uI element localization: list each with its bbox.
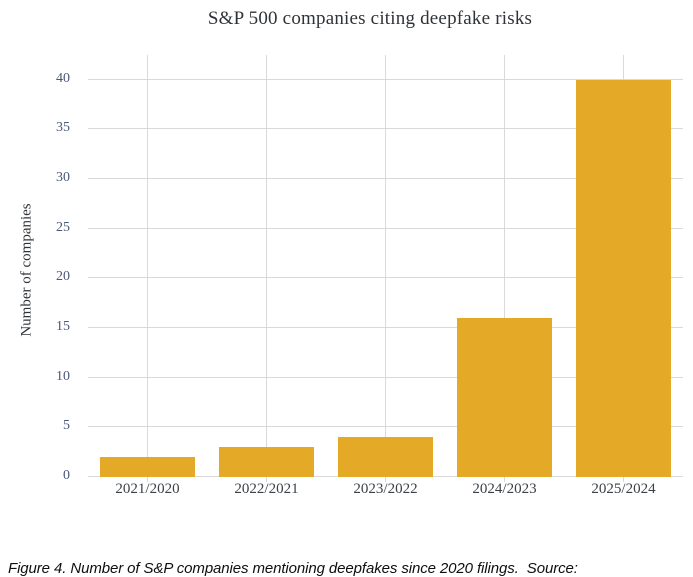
vertical-gridline [147,55,148,477]
bar-2024-2023 [457,318,552,477]
y-axis-tick-label: 10 [56,368,70,384]
x-axis-tick-label: 2022/2021 [234,481,299,497]
vertical-gridline [266,55,267,477]
y-axis-tick-label: 40 [56,70,70,86]
vertical-gridline [385,55,386,477]
y-axis-tick-label: 15 [56,319,70,335]
bar-2023-2022 [338,437,433,477]
figure-caption-line-1: Figure 4. Number of S&P companies mentio… [8,560,578,577]
y-axis-tick-label: 30 [56,170,70,186]
y-axis-tick-label: 5 [63,418,70,434]
x-axis-tick [623,477,624,482]
x-axis-tick [385,477,386,482]
x-axis-tick-label: 2021/2020 [115,481,180,497]
x-axis-tick [266,477,267,482]
x-axis-tick-label: 2025/2024 [591,481,656,497]
x-axis-tick [147,477,148,482]
y-axis-tick-label: 25 [56,219,70,235]
chart-title: S&P 500 companies citing deepfake risks [207,8,533,29]
vertical-gridline [504,55,505,477]
bar-2025-2024 [576,79,671,477]
figure-caption: Figure 4. Number of S&P companies mentio… [8,511,678,577]
x-axis-tick-label: 2024/2023 [472,481,537,497]
x-axis-tick [504,477,505,482]
y-axis-tick-label: 20 [56,269,70,285]
bar-2022-2021 [219,447,314,477]
y-axis-tick-label: 0 [63,468,70,483]
plot-area [88,55,683,482]
y-axis-tick-label: 35 [56,120,70,136]
bar-2021-2020 [100,457,195,477]
x-axis-tick-label: 2023/2022 [353,481,418,497]
